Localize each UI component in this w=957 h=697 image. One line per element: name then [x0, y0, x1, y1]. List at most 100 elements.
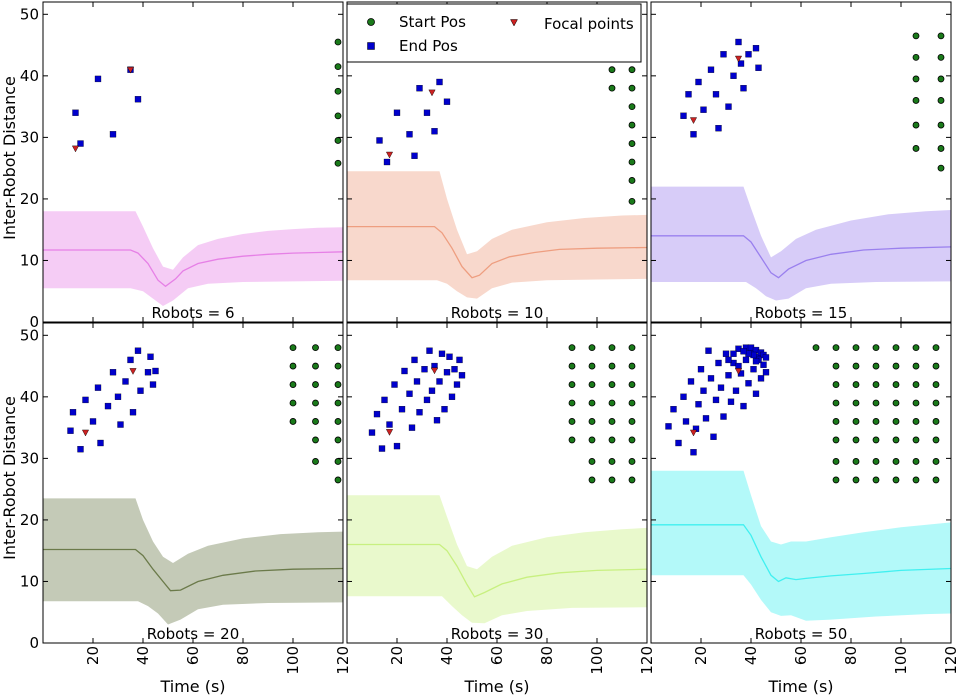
band-area: [347, 495, 647, 624]
end-pos-point: [109, 131, 117, 138]
end-pos-point: [416, 409, 423, 416]
panel-1: 0 10 20 30 40 50 Robots = 6: [20, 1, 344, 331]
panel-robots-label: Robots = 15: [755, 304, 848, 322]
start-pos-point: [289, 418, 297, 425]
start-pos-point: [872, 436, 880, 444]
start-pos-point: [334, 38, 342, 46]
start-pos-point: [937, 121, 945, 129]
start-pos-point: [628, 177, 636, 184]
start-pos-point: [588, 418, 596, 425]
start-pos-point: [872, 344, 880, 352]
end-pos-point: [378, 445, 386, 452]
start-pos-point: [588, 381, 596, 388]
start-pos-point: [628, 121, 636, 129]
end-pos-point: [707, 375, 715, 382]
mean-line: [651, 524, 951, 583]
band-area: [43, 498, 343, 625]
start-pos-point: [312, 344, 319, 352]
end-pos-point: [456, 356, 463, 364]
band-area: [43, 211, 343, 306]
end-pos-point: [665, 423, 672, 430]
end-pos-point: [750, 366, 757, 373]
start-pos-point: [912, 75, 920, 83]
x-tick-label: 60: [184, 646, 202, 665]
start-pos-point: [568, 436, 576, 444]
start-pos-point: [832, 344, 840, 352]
end-pos-point: [740, 348, 747, 355]
end-pos-point: [745, 380, 752, 387]
start-pos-point: [628, 197, 636, 205]
start-pos-point: [588, 436, 596, 444]
start-pos-point: [852, 344, 860, 352]
start-pos-point: [872, 362, 880, 370]
start-pos-point: [912, 344, 920, 352]
end-pos-point: [720, 413, 727, 420]
end-pos-point: [760, 361, 767, 368]
end-pos-point: [700, 106, 707, 113]
end-pos-point: [446, 353, 453, 360]
end-pos-point: [398, 406, 406, 413]
start-pos-point: [628, 344, 636, 352]
end-pos-point: [740, 402, 747, 410]
y-tick-label: 40: [20, 388, 39, 406]
start-pos-point: [912, 53, 920, 61]
end-pos-point: [695, 401, 702, 408]
end-pos-point: [725, 356, 732, 364]
end-pos-point: [715, 125, 722, 132]
start-pos-point: [628, 140, 636, 147]
end-pos-point: [69, 409, 77, 416]
start-pos-point: [334, 137, 342, 144]
end-pos-point: [152, 367, 159, 375]
end-pos-point: [685, 91, 692, 98]
x-tick-label: 40: [438, 646, 456, 665]
panel-robots-label: Robots = 50: [755, 625, 848, 643]
start-pos-point: [852, 418, 860, 425]
end-pos-point: [448, 393, 456, 400]
end-pos-point: [725, 372, 732, 379]
panel-robots-label: Robots = 10: [451, 304, 544, 322]
start-pos-point: [628, 476, 636, 484]
end-pos-point: [423, 109, 431, 116]
end-pos-point: [436, 78, 443, 86]
end-pos-point: [406, 131, 413, 138]
x-tick-label: 60: [488, 646, 506, 665]
start-pos-point: [872, 418, 880, 425]
end-pos-point: [742, 356, 750, 364]
end-pos-point: [428, 387, 436, 394]
panel-2: Robots = 10: [346, 1, 648, 323]
start-pos-point: [832, 476, 840, 484]
start-pos-point: [588, 476, 596, 484]
end-pos-point: [77, 140, 84, 147]
end-pos-point: [762, 369, 770, 376]
start-pos-point: [608, 84, 616, 92]
start-pos-point: [937, 75, 945, 83]
x-tick-label: 80: [538, 646, 556, 665]
end-pos-point: [122, 378, 129, 385]
end-pos-point: [710, 433, 717, 440]
end-pos-point: [727, 398, 735, 405]
start-pos-point: [912, 476, 920, 484]
start-pos-point: [628, 103, 636, 111]
start-pos-point: [628, 436, 636, 444]
legend-start-label: Start Pos: [399, 13, 466, 31]
end-pos-point: [717, 384, 725, 391]
mean-line: [43, 548, 343, 592]
start-pos-point: [334, 159, 342, 167]
end-pos-point: [712, 396, 720, 404]
end-pos-point: [752, 45, 760, 52]
start-pos-point: [872, 399, 880, 407]
start-pos-point: [932, 436, 940, 444]
end-pos-point: [752, 358, 760, 365]
start-pos-point: [334, 458, 342, 465]
end-pos-point: [109, 369, 117, 376]
start-pos-point: [937, 164, 945, 172]
end-pos-point: [426, 347, 433, 354]
start-pos-point: [312, 418, 319, 425]
end-pos-point: [391, 381, 398, 388]
panel-robots-label: Robots = 6: [152, 304, 235, 322]
start-pos-point: [892, 476, 900, 484]
end-pos-point: [690, 449, 697, 456]
end-pos-point: [431, 128, 438, 135]
start-pos-point: [832, 381, 840, 388]
legend-start-marker: [367, 18, 375, 26]
